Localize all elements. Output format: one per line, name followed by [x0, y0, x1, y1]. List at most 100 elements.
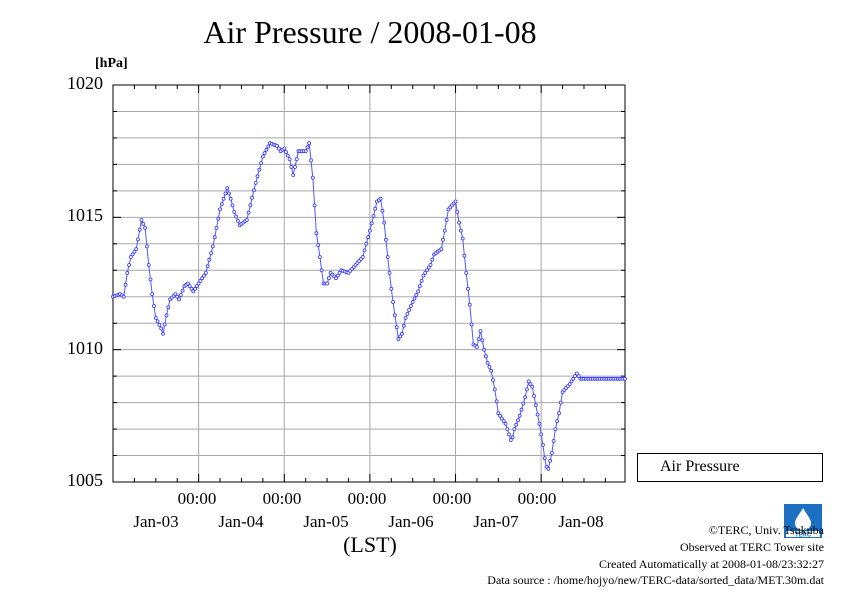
data-point — [193, 286, 198, 291]
data-point — [148, 277, 153, 282]
data-point — [207, 257, 212, 262]
x-tick-date-label: Jan-08 — [558, 512, 604, 531]
data-point — [187, 284, 192, 289]
credit-source: Data source : /home/hojyo/new/TERC-data/… — [487, 573, 824, 587]
chart-title: Air Pressure / 2008-01-08 — [203, 14, 537, 50]
data-point — [162, 322, 167, 327]
data-point — [553, 427, 558, 432]
data-point — [255, 174, 260, 179]
data-point — [401, 323, 406, 328]
data-point — [567, 382, 572, 387]
data-point — [516, 418, 520, 423]
data-point — [303, 149, 308, 154]
data-point — [293, 165, 297, 169]
data-point — [391, 300, 396, 304]
data-point — [202, 273, 206, 278]
data-point — [480, 338, 485, 343]
data-point — [305, 145, 310, 150]
data-point — [326, 276, 331, 281]
data-point — [275, 143, 280, 148]
data-point — [571, 376, 576, 381]
data-point — [514, 422, 519, 427]
data-point — [159, 326, 164, 331]
data-point — [507, 432, 511, 437]
data-point — [123, 282, 128, 287]
data-point — [464, 270, 469, 275]
data-point — [385, 255, 390, 259]
data-point — [198, 278, 203, 283]
data-point — [136, 237, 140, 242]
x-tick-time-label: 00:00 — [517, 489, 557, 508]
x-tick-date-label: Jan-04 — [218, 512, 264, 531]
data-point — [530, 384, 535, 389]
data-point — [458, 228, 463, 233]
data-point — [360, 255, 365, 259]
data-point — [512, 427, 517, 432]
data-point — [569, 379, 574, 384]
data-point — [528, 382, 533, 387]
data-point — [489, 368, 494, 373]
data-point — [314, 231, 319, 236]
x-tick-time-label: 00:00 — [432, 489, 472, 508]
data-point — [175, 294, 180, 299]
data-point — [442, 228, 447, 233]
data-point — [439, 247, 444, 252]
data-point — [244, 218, 249, 222]
y-axis-unit-label: [hPa] — [95, 56, 128, 71]
data-point — [371, 214, 376, 218]
credit-site: Observed at TERC Tower site — [679, 540, 824, 554]
data-point — [539, 432, 544, 437]
data-point — [491, 378, 495, 383]
data-point — [546, 466, 551, 471]
data-point — [405, 311, 410, 316]
data-point — [510, 435, 515, 440]
data-point — [389, 286, 394, 291]
data-point — [419, 278, 424, 283]
data-point — [257, 167, 262, 172]
data-point — [134, 247, 139, 252]
data-point — [214, 225, 219, 230]
data-point — [177, 297, 181, 302]
data-point — [251, 188, 256, 193]
data-point — [400, 331, 404, 336]
data-point — [460, 236, 465, 241]
data-point — [139, 218, 144, 222]
data-point — [551, 439, 556, 443]
data-point — [623, 376, 627, 381]
data-point — [462, 253, 467, 258]
data-point — [535, 412, 540, 417]
data-point — [483, 354, 488, 359]
data-point — [421, 273, 426, 278]
data-point — [223, 191, 228, 196]
data-point — [426, 265, 431, 270]
x-axis-label: (LST) — [343, 532, 397, 557]
data-point — [130, 252, 135, 257]
data-point — [212, 235, 217, 240]
data-point — [196, 281, 201, 286]
data-point — [266, 144, 271, 149]
data-point — [164, 313, 169, 318]
data-point — [383, 237, 388, 242]
data-point — [557, 411, 561, 416]
data-point — [467, 302, 472, 307]
data-point — [573, 374, 577, 379]
data-point — [373, 206, 378, 211]
data-point — [430, 257, 435, 262]
data-point — [574, 371, 579, 376]
data-point — [200, 276, 205, 281]
data-point — [517, 413, 522, 418]
data-point — [180, 288, 185, 293]
data-point — [146, 263, 151, 267]
data-point — [499, 416, 504, 421]
legend-label: Air Pressure — [660, 458, 740, 475]
data-point — [526, 379, 531, 384]
data-point — [203, 270, 208, 275]
data-point — [260, 154, 265, 159]
data-point — [185, 281, 190, 286]
data-point — [410, 300, 415, 304]
data-point — [525, 387, 529, 392]
axis-ticks — [113, 84, 625, 483]
data-point — [228, 196, 233, 201]
data-point — [121, 294, 126, 299]
credit-created: Created Automatically at 2008-01-08/23:3… — [599, 557, 824, 571]
